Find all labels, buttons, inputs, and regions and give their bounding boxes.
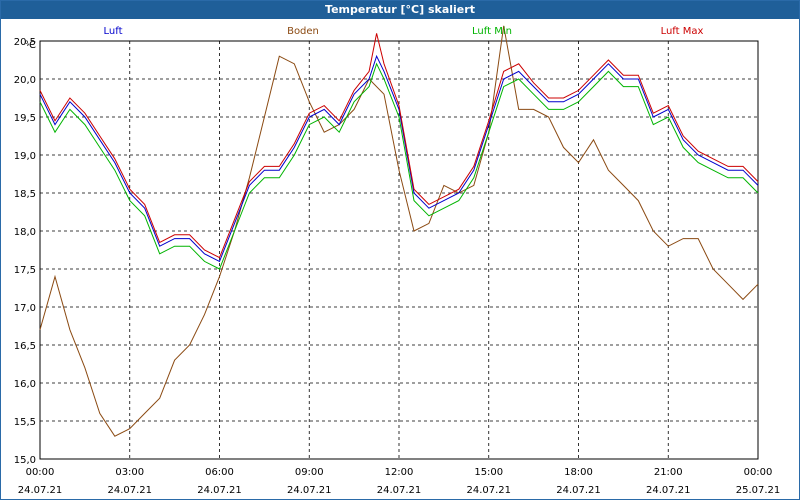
x-tick-time: 03:00 xyxy=(115,467,144,478)
x-tick-date: 24.07.21 xyxy=(18,485,63,496)
plot-area xyxy=(39,25,759,437)
x-tick-date: 24.07.21 xyxy=(377,485,422,496)
y-tick-label: 17,0 xyxy=(14,303,36,314)
y-tick-label: 15,5 xyxy=(14,417,36,428)
x-tick-date: 25.07.21 xyxy=(736,485,781,496)
x-tick-time: 00:00 xyxy=(26,467,55,478)
grid xyxy=(39,40,759,460)
series-line-luft-min xyxy=(39,62,759,270)
y-tick-label: 15,0 xyxy=(14,455,36,466)
axes: 15,0 15,5 16,0 16,5 17,0 17,5 18,0 18,5 19,0 19,5… xyxy=(14,37,781,496)
y-tick-label: 16,0 xyxy=(14,379,36,390)
y-tick-label: 16,5 xyxy=(14,341,36,352)
x-tick-time: 21:00 xyxy=(654,467,683,478)
y-tick-label: 18,5 xyxy=(14,189,36,200)
legend-entry: Luft Min xyxy=(472,26,512,37)
x-tick-date: 24.07.21 xyxy=(646,485,691,496)
y-axis-unit: °C xyxy=(24,40,36,51)
y-tick-label: 17,5 xyxy=(14,265,36,276)
y-tick-label: 20,0 xyxy=(14,75,36,86)
x-tick-time: 06:00 xyxy=(205,467,234,478)
x-tick-date: 24.07.21 xyxy=(556,485,601,496)
x-tick-date: 24.07.21 xyxy=(466,485,511,496)
series-line-boden xyxy=(39,25,759,437)
x-tick-time: 15:00 xyxy=(474,467,503,478)
legend-entry: Luft Max xyxy=(661,26,704,37)
legend: Luft Boden Luft Min Luft Max xyxy=(104,26,704,37)
window-title: Temperatur [°C] skaliert xyxy=(1,1,799,19)
y-tick-label: 18,0 xyxy=(14,227,36,238)
legend-entry: Luft xyxy=(104,26,123,37)
y-tick-label: 20,5 xyxy=(14,37,36,48)
x-tick-date: 24.07.21 xyxy=(107,485,152,496)
x-tick-time: 18:00 xyxy=(564,467,593,478)
x-tick-time: 12:00 xyxy=(385,467,414,478)
x-tick-time: 09:00 xyxy=(295,467,324,478)
y-tick-label: 19,0 xyxy=(14,151,36,162)
y-tick-label: 19,5 xyxy=(14,113,36,124)
x-tick-date: 24.07.21 xyxy=(197,485,242,496)
x-tick-time: 00:00 xyxy=(744,467,773,478)
series-line-luft xyxy=(39,54,759,263)
series-line-luft-max xyxy=(39,33,759,259)
x-tick-date: 24.07.21 xyxy=(287,485,332,496)
legend-entry: Boden xyxy=(287,26,319,37)
